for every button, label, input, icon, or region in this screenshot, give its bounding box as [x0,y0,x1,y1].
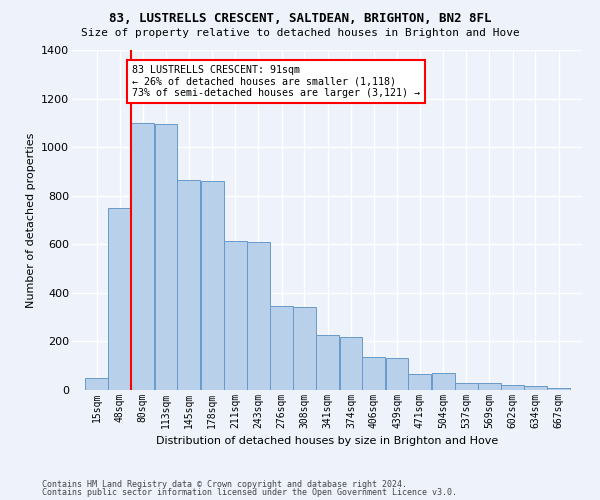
Bar [478,383,500,390]
Bar [131,123,154,390]
Bar [408,374,431,390]
Bar [501,385,524,390]
Bar [200,181,224,390]
Bar [547,388,570,390]
Y-axis label: Number of detached properties: Number of detached properties [26,132,35,308]
Bar [270,306,293,390]
X-axis label: Distribution of detached houses by size in Brighton and Hove: Distribution of detached houses by size … [156,436,498,446]
Bar [155,124,178,390]
Bar [293,308,316,390]
Text: 83, LUSTRELLS CRESCENT, SALTDEAN, BRIGHTON, BN2 8FL: 83, LUSTRELLS CRESCENT, SALTDEAN, BRIGHT… [109,12,491,26]
Bar [177,180,200,390]
Bar [431,374,455,390]
Bar [362,357,385,390]
Bar [455,382,478,390]
Bar [316,336,339,390]
Bar [85,378,108,390]
Text: Contains HM Land Registry data © Crown copyright and database right 2024.: Contains HM Land Registry data © Crown c… [42,480,407,489]
Bar [386,358,409,390]
Text: 83 LUSTRELLS CRESCENT: 91sqm
← 26% of detached houses are smaller (1,118)
73% of: 83 LUSTRELLS CRESCENT: 91sqm ← 26% of de… [133,64,421,98]
Bar [524,386,547,390]
Text: Contains public sector information licensed under the Open Government Licence v3: Contains public sector information licen… [42,488,457,497]
Bar [247,242,269,390]
Bar [224,240,247,390]
Bar [109,208,131,390]
Bar [340,336,362,390]
Text: Size of property relative to detached houses in Brighton and Hove: Size of property relative to detached ho… [80,28,520,38]
